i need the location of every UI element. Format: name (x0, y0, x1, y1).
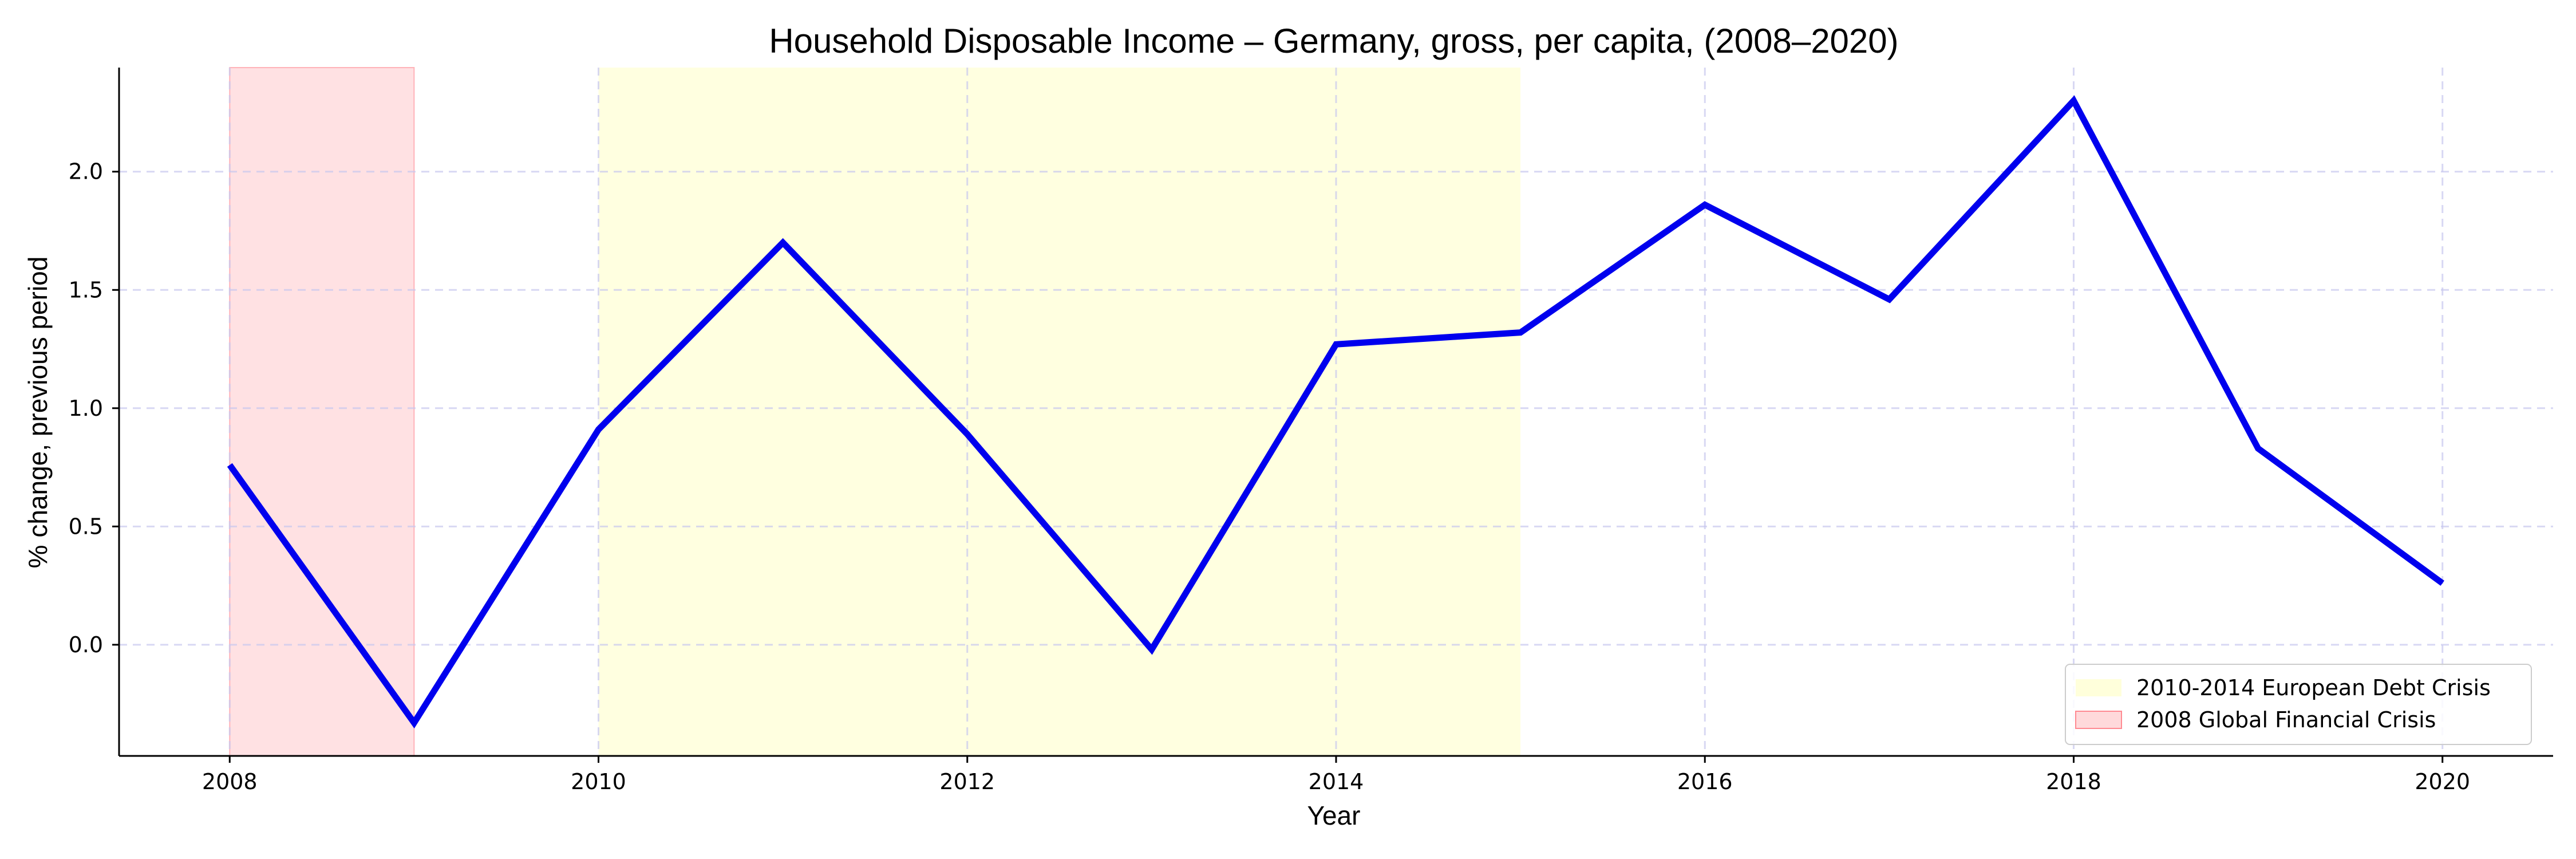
shaded-region-2 (598, 68, 1521, 756)
y-tick-label: 1.0 (69, 396, 103, 421)
shaded-regions (229, 67, 1521, 756)
y-tick-label: 0.0 (69, 632, 103, 657)
legend-label: 2008 Global Financial Crisis (2136, 707, 2436, 732)
x-axis-label: Year (1307, 801, 1361, 830)
x-tick-label: 2012 (939, 769, 995, 794)
y-tick-label: 0.5 (69, 514, 103, 539)
y-axis-label: % change, previous period (23, 257, 53, 569)
legend-label: 2010-2014 European Debt Crisis (2136, 675, 2491, 700)
x-tick-label: 2010 (571, 769, 626, 794)
legend-swatch (2075, 711, 2122, 729)
grid (119, 68, 2553, 756)
series (227, 95, 2444, 729)
x-tick-label: 2018 (2046, 769, 2101, 794)
legend-swatch (2076, 679, 2121, 696)
shaded-region-1 (229, 67, 415, 756)
legend: 2010-2014 European Debt Crisis 2008 Globa… (2065, 664, 2532, 745)
chart-title: Household Disposable Income – Germany, g… (769, 22, 1898, 60)
y-tick-label: 1.5 (69, 277, 103, 302)
x-tick-label: 2016 (1677, 769, 1733, 794)
ticks: 2008 2010 2012 2014 2016 2018 2020 0.0 0.5 1.0 1.5… (69, 159, 2471, 794)
series-line-1 (227, 95, 2444, 729)
x-tick-label: 2008 (202, 769, 258, 794)
x-tick-label: 2014 (1309, 769, 1364, 794)
x-tick-label: 2020 (2415, 769, 2470, 794)
legend-box (2065, 664, 2532, 745)
y-tick-label: 2.0 (69, 159, 103, 184)
